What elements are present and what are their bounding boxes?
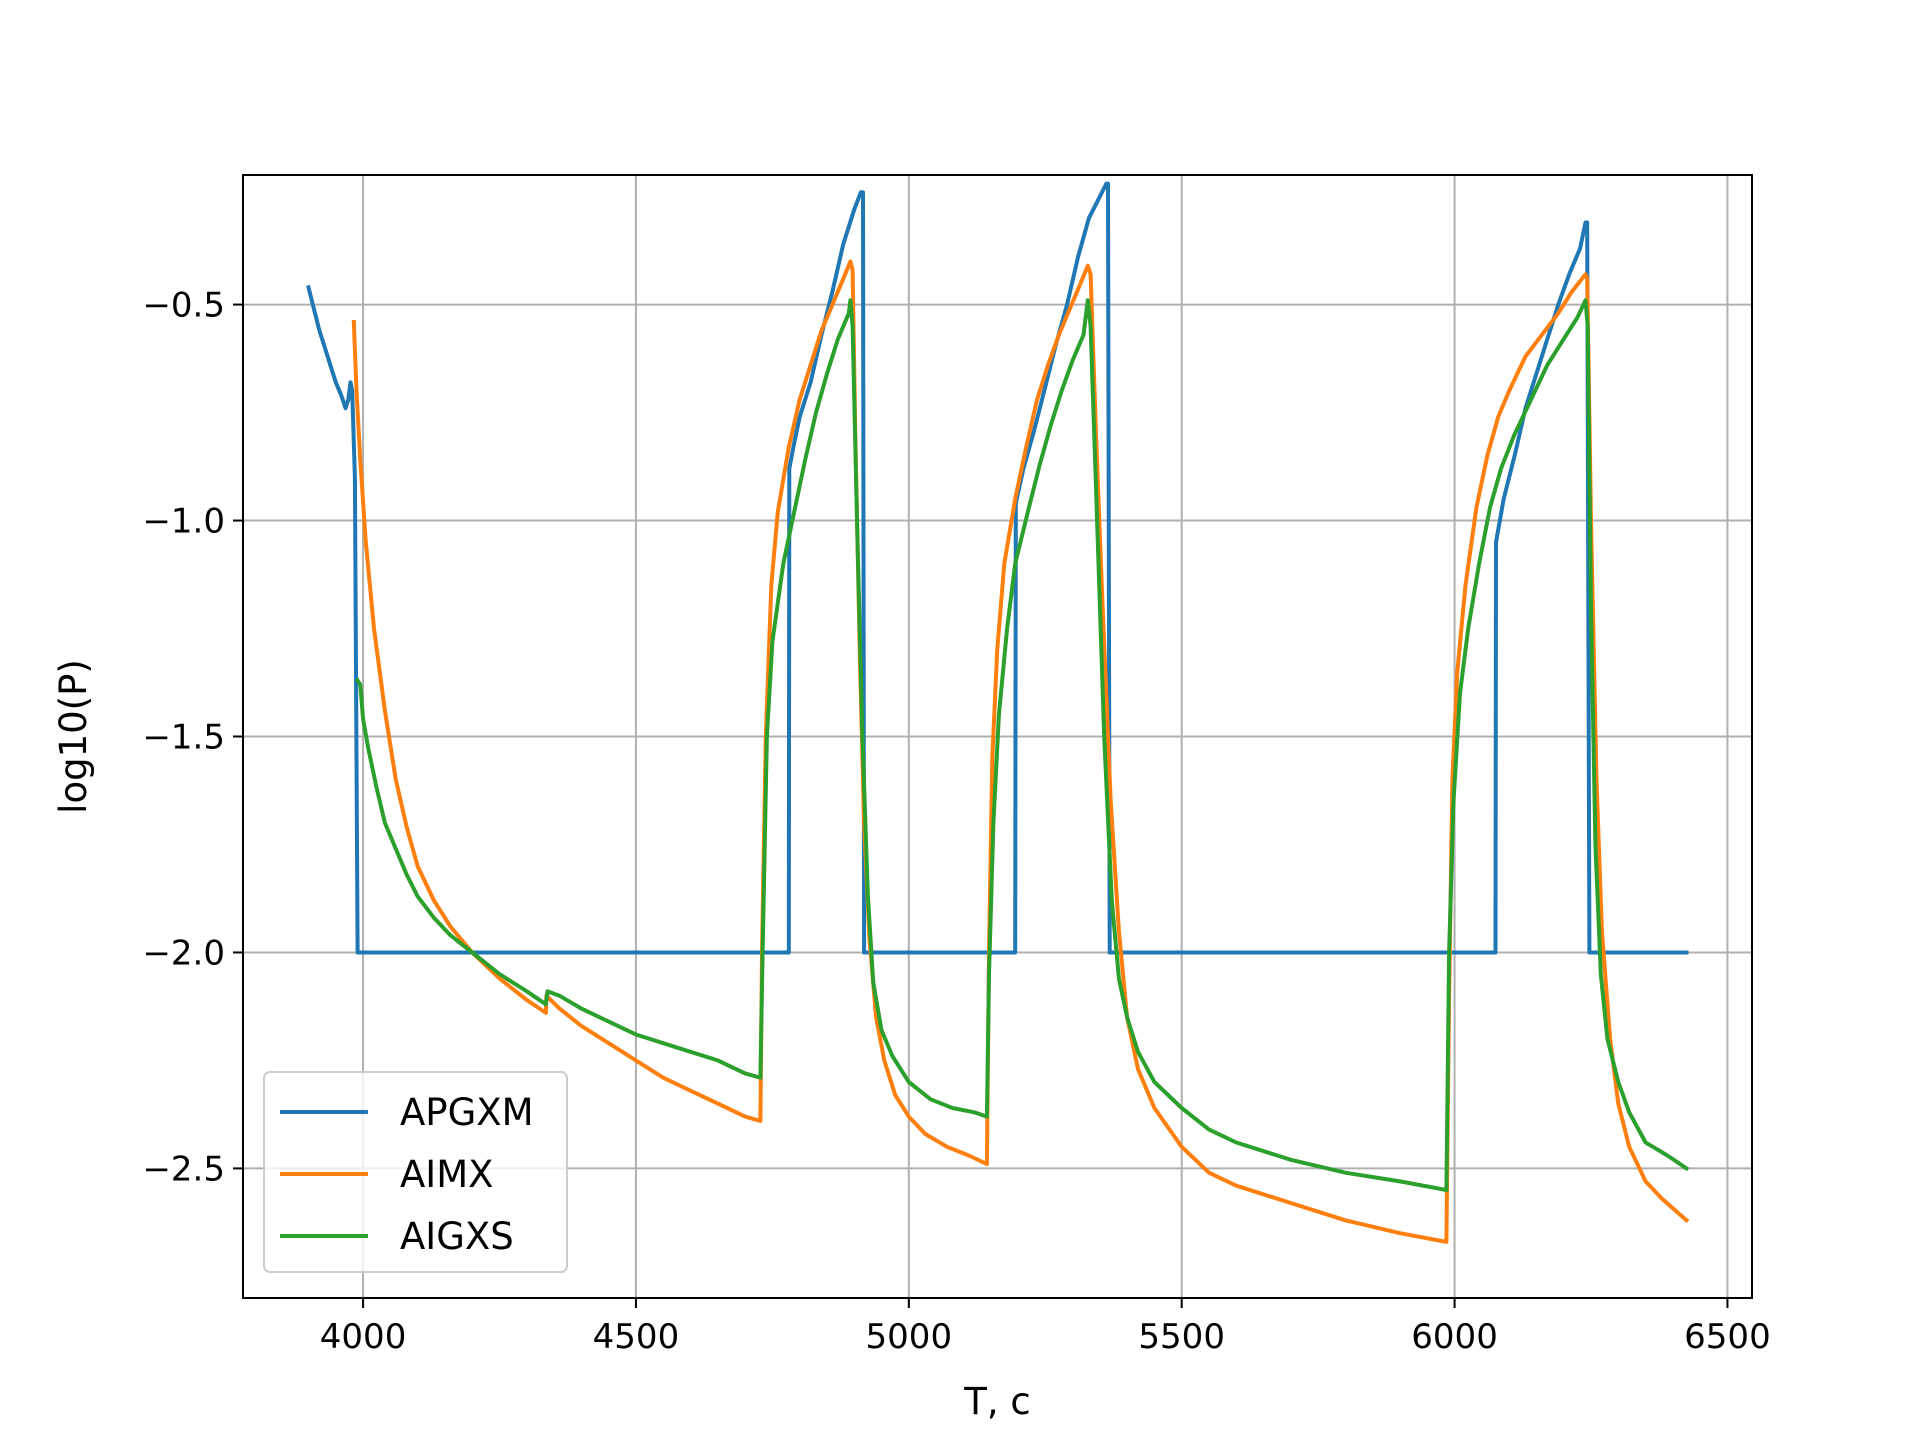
- legend-label: AIMX: [400, 1153, 494, 1196]
- y-tick-label: −2.0: [142, 933, 225, 973]
- y-tick-label: −1.5: [142, 718, 225, 758]
- series-lines: [306, 181, 1690, 1244]
- axis-ticks: 4000 4500 5000 5500 6000 6500 −0.5 −1.0 −1.5 −2.0…: [142, 286, 1770, 1357]
- y-tick-label: −1.0: [142, 502, 225, 542]
- y-axis-label: log10(P): [52, 659, 95, 814]
- legend-label: APGXM: [400, 1091, 534, 1134]
- legend-box: [263, 1071, 568, 1273]
- x-tick-label: 6000: [1411, 1317, 1498, 1357]
- x-tick-label: 5500: [1138, 1317, 1225, 1357]
- y-tick-label: −0.5: [142, 286, 225, 326]
- x-tick-label: 6500: [1684, 1317, 1771, 1357]
- x-tick-label: 5000: [866, 1317, 953, 1357]
- x-tick-label: 4500: [593, 1317, 680, 1357]
- y-tick-label: −2.5: [142, 1149, 225, 1189]
- legend-label: AIGXS: [400, 1215, 514, 1258]
- x-tick-label: 4000: [320, 1317, 407, 1357]
- x-axis-label: T, c: [963, 1380, 1030, 1423]
- series-line-apgxm: [306, 181, 1689, 955]
- legend: APGXM AIMX AIGXS: [263, 1071, 568, 1273]
- series-line-aigxs: [354, 298, 1690, 1192]
